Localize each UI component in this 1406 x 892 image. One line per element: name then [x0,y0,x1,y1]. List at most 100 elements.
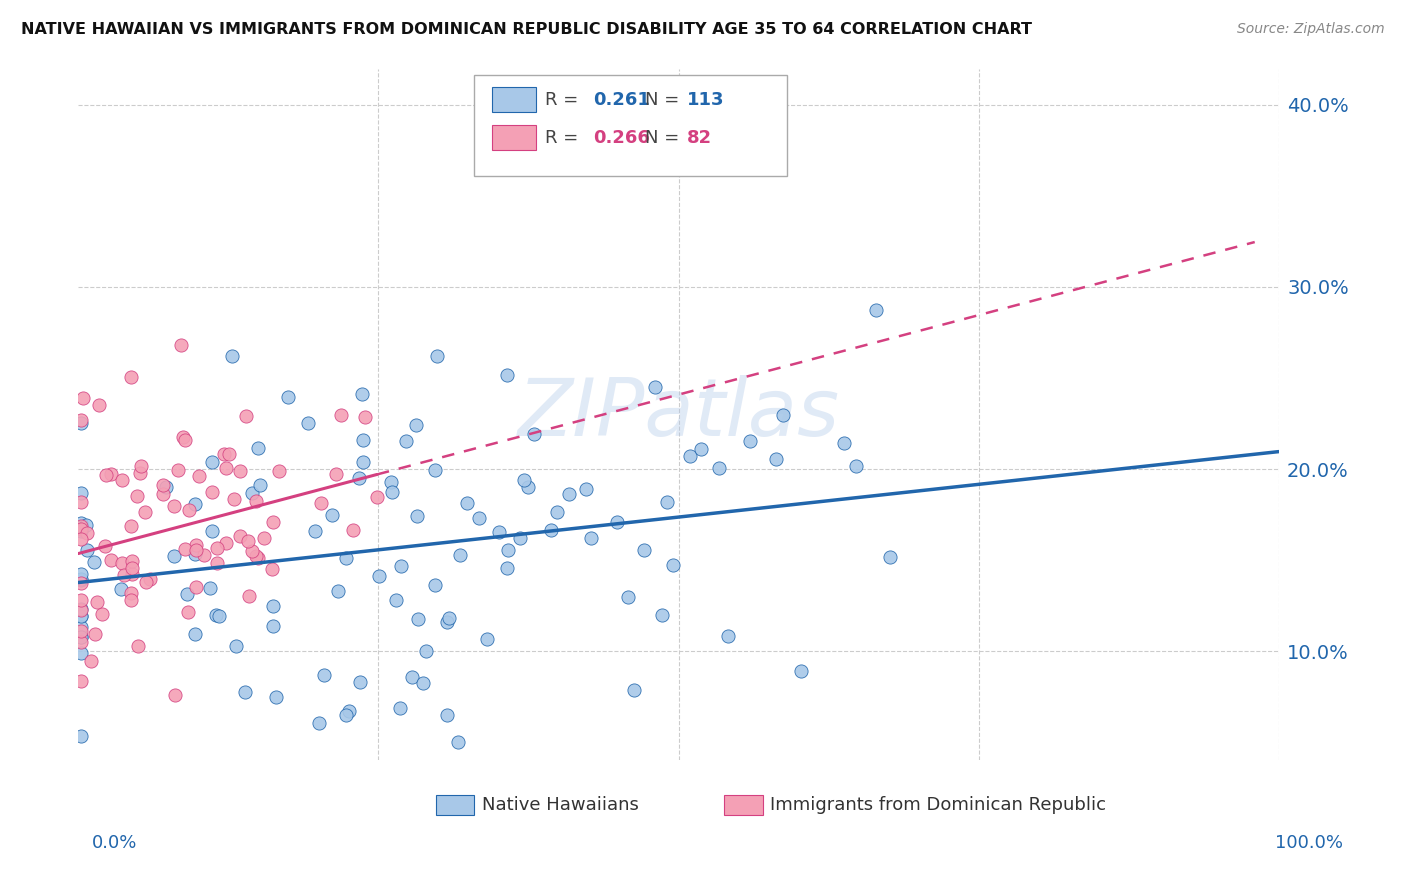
Point [517,480,540,494]
Point [83,627,105,641]
Text: 113: 113 [688,91,724,109]
Point [423,463,446,477]
Point [69,522,91,536]
Point [488,524,510,539]
Point [93,539,115,553]
Point [339,704,361,718]
Point [352,433,374,447]
Point [125,489,148,503]
Point [623,682,645,697]
Point [152,478,174,492]
Point [436,615,458,629]
Point [155,480,177,494]
Point [406,612,429,626]
Point [475,632,498,647]
Point [69,523,91,537]
Point [121,554,143,568]
Point [412,676,434,690]
Point [633,543,655,558]
Point [112,567,135,582]
Point [242,543,264,558]
Point [236,534,259,549]
Point [134,505,156,519]
Point [350,386,373,401]
Point [401,670,423,684]
Text: Native Hawaiians: Native Hawaiians [482,796,638,814]
Point [212,447,235,461]
Point [304,524,326,538]
FancyBboxPatch shape [436,795,474,815]
Point [69,532,91,546]
Point [426,349,449,363]
Point [91,607,114,622]
Point [253,531,276,545]
Point [139,572,162,586]
Point [740,434,762,449]
Point [321,508,343,522]
Point [69,635,91,649]
Point [201,455,224,469]
Point [495,368,517,382]
Point [170,338,193,352]
Point [120,519,142,533]
Point [366,490,388,504]
Point [69,624,91,638]
Point [69,412,91,426]
Point [215,536,238,550]
Point [267,464,290,478]
Point [110,582,132,597]
Text: Source: ZipAtlas.com: Source: ZipAtlas.com [1237,22,1385,37]
Text: N =: N = [645,91,679,109]
Point [342,523,364,537]
Point [447,735,470,749]
Point [69,631,91,645]
Point [406,509,429,524]
Point [661,558,683,573]
Point [162,549,184,563]
Point [176,605,198,619]
Point [193,548,215,562]
Text: R =: R = [546,128,585,146]
Point [135,574,157,589]
Point [69,609,91,624]
Point [76,526,98,541]
Point [617,590,640,604]
Point [174,541,197,556]
Point [385,592,408,607]
Point [765,452,787,467]
Point [247,441,270,455]
Point [224,492,246,507]
Point [69,417,91,431]
Point [174,433,197,447]
Point [121,566,143,581]
Point [523,427,546,442]
Point [176,587,198,601]
Point [325,467,347,482]
Point [221,350,243,364]
Point [678,449,700,463]
Point [349,674,371,689]
Point [69,486,91,500]
Point [246,550,269,565]
Point [120,370,142,384]
Point [328,583,350,598]
Text: NATIVE HAWAIIAN VS IMMIGRANTS FROM DOMINICAN REPUBLIC DISABILITY AGE 35 TO 64 CO: NATIVE HAWAIIAN VS IMMIGRANTS FROM DOMIN… [21,22,1032,37]
Point [186,538,208,552]
Point [235,409,257,423]
Point [69,518,91,533]
Point [69,631,91,645]
Point [262,619,284,633]
Point [186,542,208,557]
Point [201,524,224,538]
Point [69,524,91,538]
Point [651,608,673,623]
Point [349,471,371,485]
Point [177,503,200,517]
Point [367,568,389,582]
Point [69,593,91,607]
Point [644,379,666,393]
Point [389,558,412,573]
Point [111,474,134,488]
Point [335,707,357,722]
Point [240,485,263,500]
